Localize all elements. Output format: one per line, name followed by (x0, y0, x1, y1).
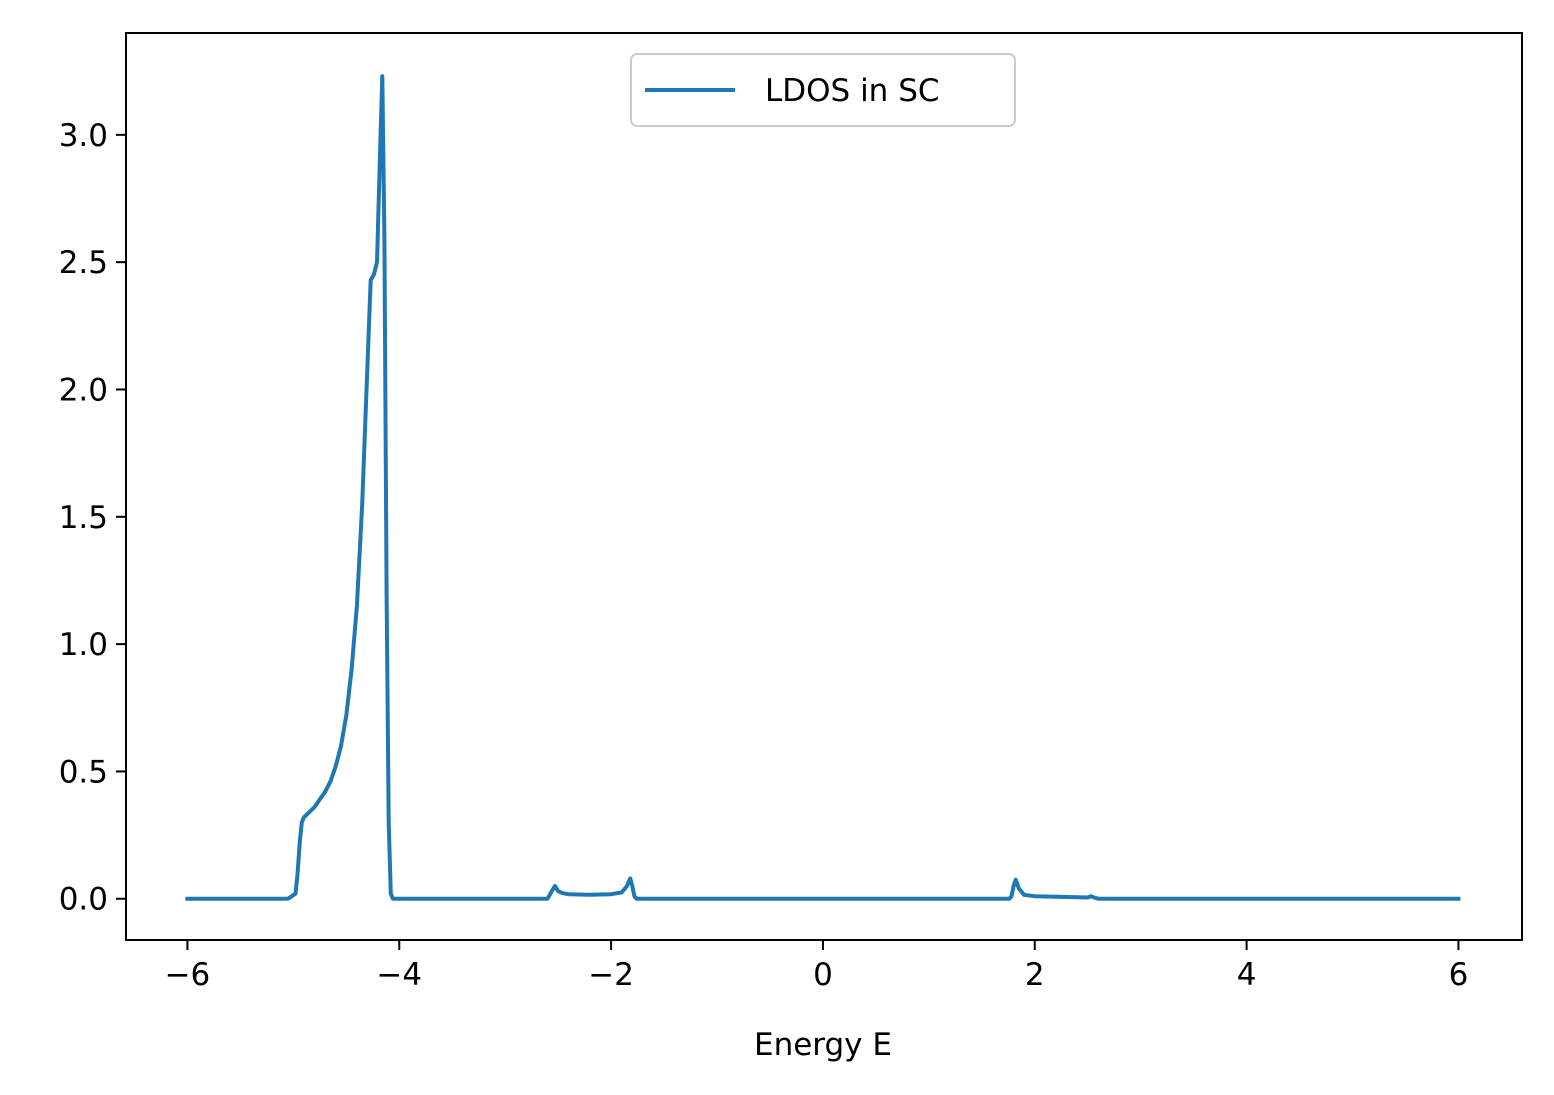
x-tick-label: 2 (1025, 957, 1045, 993)
y-tick-label: 2.5 (59, 245, 108, 281)
y-tick-label: 1.5 (59, 500, 108, 536)
y-tick-label: 0.0 (59, 882, 108, 918)
axes-frame (125, 32, 1523, 941)
plot-area (185, 74, 1461, 901)
axis-ticks: −6 −4 −2 0 2 4 6 0.0 0.5 1.0 1.5 2.0 2.5 3.0 (59, 118, 1469, 993)
x-tick-label: 0 (813, 957, 833, 993)
x-tick-label: −2 (588, 957, 634, 993)
y-tick-label: 0.5 (59, 754, 108, 790)
x-tick-label: 6 (1449, 957, 1469, 993)
x-tick-label: −6 (165, 957, 211, 993)
y-tick-label: 3.0 (59, 118, 108, 154)
x-tick-label: −4 (376, 957, 422, 993)
legend-box (630, 53, 1016, 127)
x-tick-label: 4 (1237, 957, 1257, 993)
y-tick-label: 2.0 (59, 372, 108, 408)
legend: LDOS in SC (630, 53, 1016, 127)
series-line (185, 74, 1461, 901)
y-tick-label: 1.0 (59, 627, 108, 663)
legend-label: LDOS in SC (765, 73, 940, 109)
x-axis-label: Energy E (754, 1027, 892, 1063)
